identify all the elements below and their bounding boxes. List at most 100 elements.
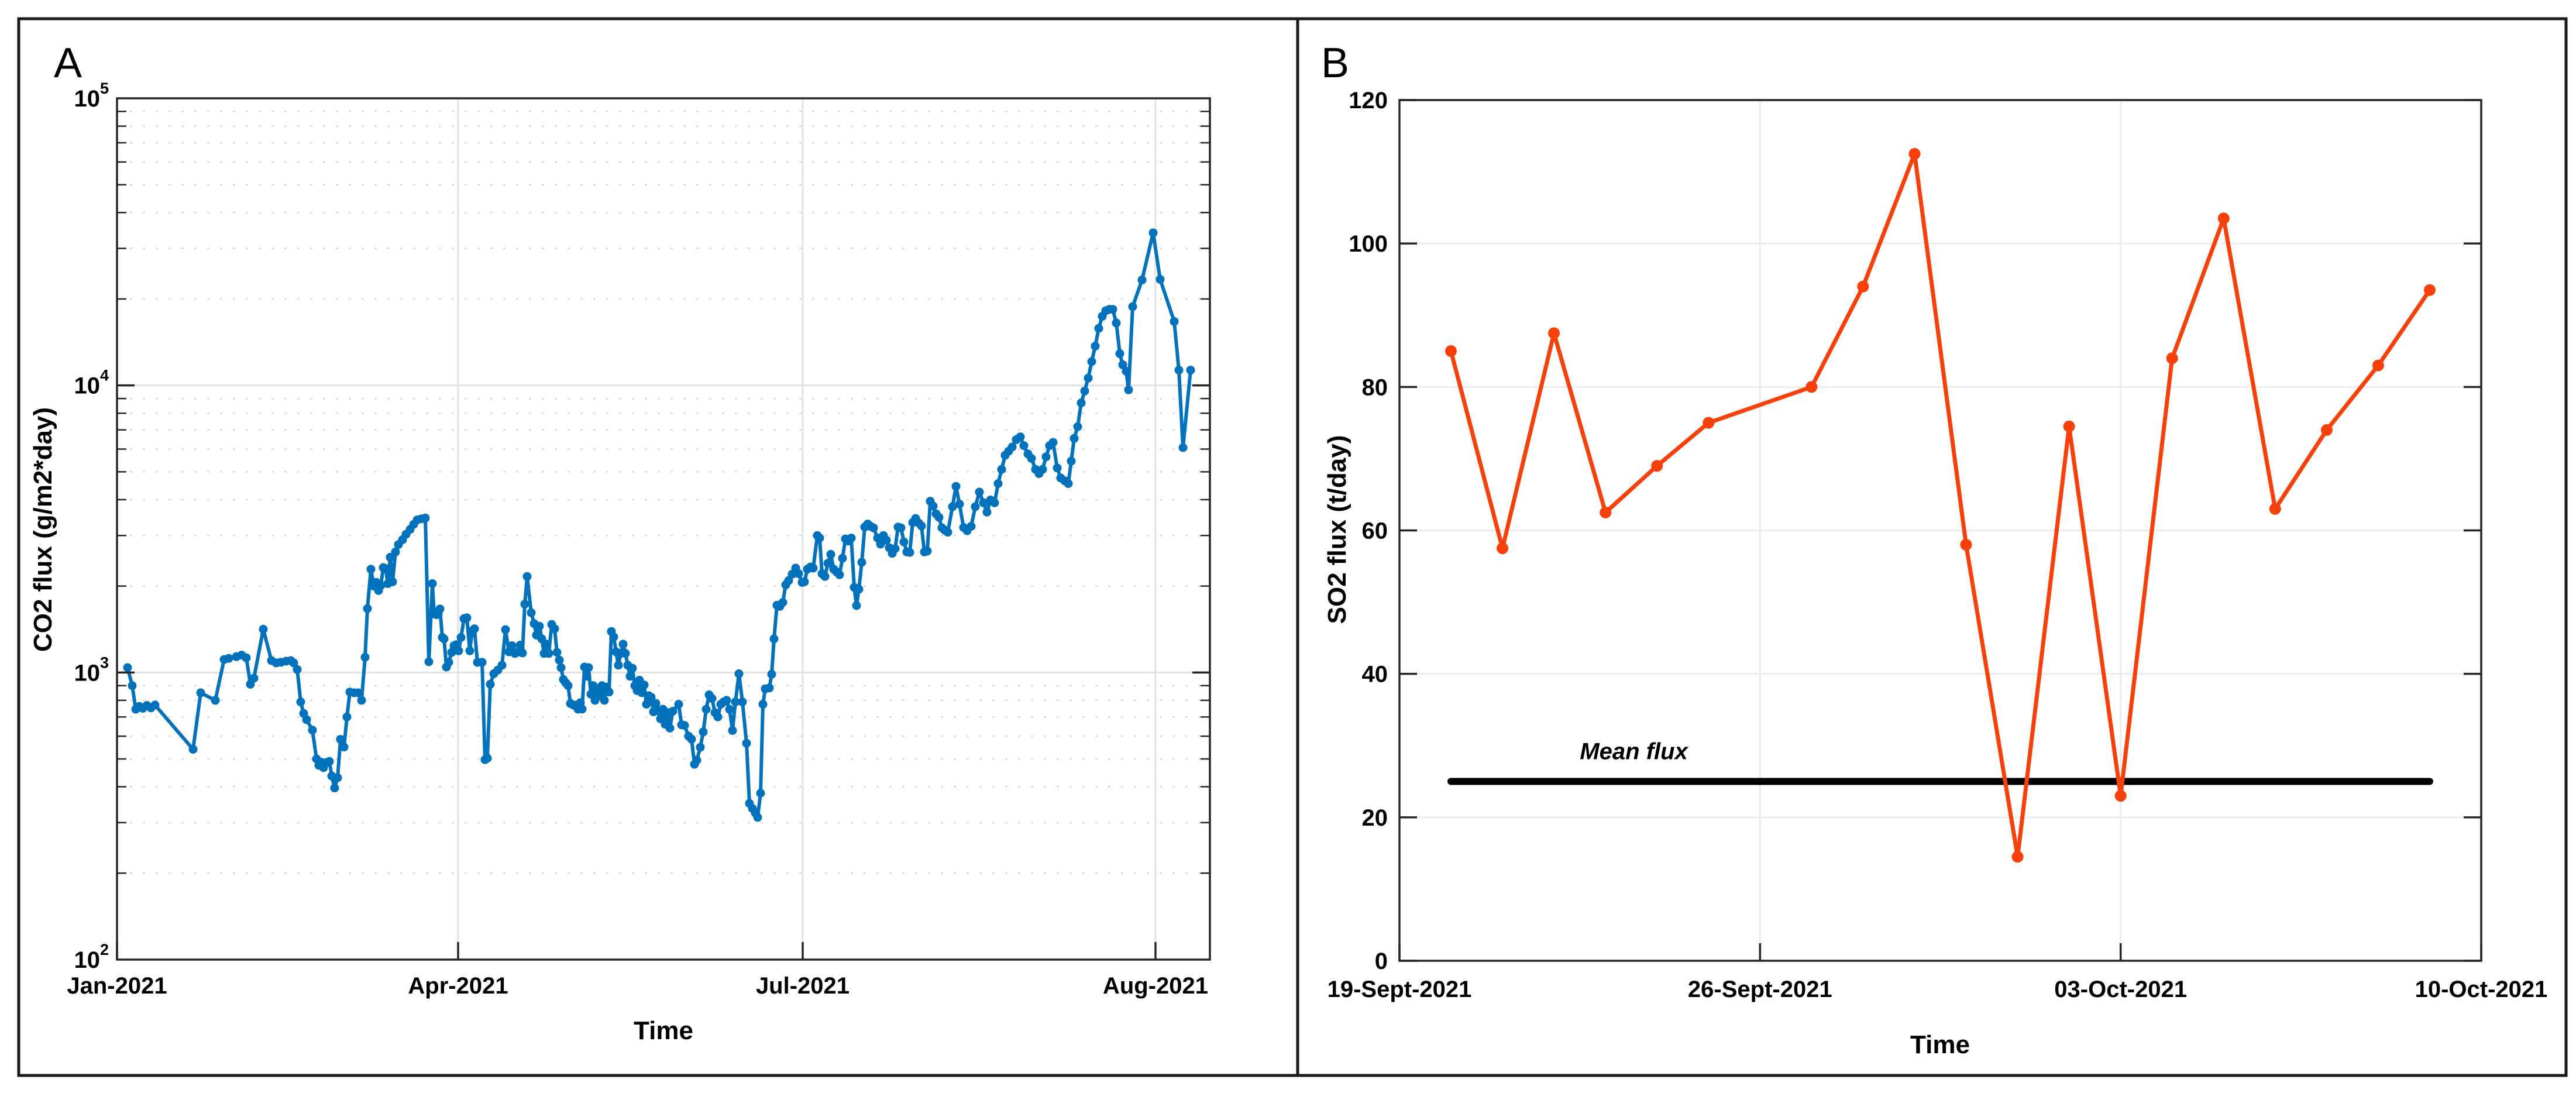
so2-data-point (1703, 417, 1715, 429)
co2-data-point (454, 646, 463, 655)
co2-data-point (707, 694, 717, 703)
co2-data-point (552, 648, 562, 657)
co2-data-point (293, 665, 302, 674)
co2-data-point (1186, 366, 1195, 375)
co2-data-point (342, 712, 352, 721)
co2-data-point (535, 621, 544, 631)
co2-data-point (651, 699, 661, 708)
co2-data-point (982, 507, 992, 517)
co2-data-point (357, 696, 366, 705)
co2-data-point (826, 549, 835, 559)
co2-data-point (923, 546, 932, 556)
y-tick-label: 20 (1362, 805, 1388, 831)
so2-data-point (1908, 147, 1921, 160)
co2-data-point (1137, 275, 1147, 284)
panel-a-tick-labels: Jan-2021 Apr-2021 Jul-2021 Aug-2021 105 104 10… (67, 80, 1208, 999)
co2-data-point (852, 601, 861, 610)
co2-data-point (391, 547, 400, 556)
so2-data-point (2166, 352, 2178, 365)
co2-data-point (778, 598, 787, 607)
co2-data-point (665, 723, 675, 733)
panel-a-xaxis-title: Time (634, 1016, 693, 1045)
co2-data-point (363, 604, 372, 613)
so2-data-point (1960, 539, 1972, 551)
co2-data-point (971, 502, 980, 511)
co2-data-point (838, 554, 847, 563)
co2-data-point (296, 697, 305, 707)
x-tick-label: 10-Oct-2021 (2415, 977, 2548, 1002)
co2-data-point (1064, 479, 1073, 488)
x-tick-label: Jan-2021 (67, 973, 167, 999)
co2-data-point (687, 734, 696, 744)
y-tick-label: 104 (74, 367, 109, 399)
so2-flux-series (1445, 147, 2436, 863)
co2-data-point (993, 479, 1003, 488)
co2-data-point (542, 640, 551, 649)
co2-data-point (1080, 386, 1089, 396)
co2-data-point (465, 646, 474, 655)
so2-data-point (1600, 506, 1612, 518)
co2-data-point (302, 715, 311, 724)
co2-data-point (1178, 443, 1188, 452)
co2-data-point (642, 700, 651, 709)
co2-data-point (604, 688, 614, 697)
co2-data-point (555, 655, 564, 665)
panel-a-letter: A (54, 40, 82, 87)
co2-data-point (713, 712, 723, 721)
co2-data-point (975, 487, 984, 497)
co2-data-point (249, 673, 259, 683)
co2-data-point (809, 563, 818, 573)
co2-data-point (366, 565, 376, 574)
co2-data-point (518, 648, 527, 658)
co2-data-point (734, 669, 744, 678)
co2-data-point (353, 688, 363, 697)
co2-data-point (242, 653, 251, 662)
co2-data-point (722, 696, 731, 705)
co2-data-point (1091, 342, 1100, 351)
co2-data-point (336, 735, 345, 744)
panel-b-xaxis-title: Time (1910, 1030, 1970, 1059)
co2-data-point (967, 522, 976, 531)
co2-data-point (1115, 349, 1124, 358)
co2-data-point (621, 649, 630, 658)
x-tick-label: 26-Sept-2021 (1688, 977, 1832, 1002)
co2-data-point (742, 738, 751, 748)
co2-data-point (1128, 302, 1137, 311)
co2-data-point (289, 658, 298, 668)
co2-data-point (308, 726, 317, 735)
panel-a-frame (116, 97, 1211, 961)
y-tick-label: 105 (74, 80, 109, 112)
so2-data-point (2217, 212, 2230, 225)
co2-data-point (815, 534, 824, 542)
co2-data-point (882, 535, 891, 545)
panel-b-gridlines (1399, 100, 2481, 961)
co2-data-point (639, 680, 649, 690)
panel-b-tick-labels: 0 20 40 60 80 100 120 19-Sept-2021 26-Sept-2021 0… (1327, 88, 2548, 1002)
co2-data-point (1007, 442, 1017, 452)
co2-data-point (674, 700, 683, 709)
so2-data-point (2269, 503, 2281, 515)
co2-data-point (424, 657, 434, 666)
so2-data-point (1497, 542, 1509, 555)
co2-data-point (731, 697, 740, 707)
co2-data-point (692, 755, 701, 765)
panel-a-axes (116, 97, 1211, 961)
co2-data-point (725, 704, 734, 714)
co2-data-point (728, 726, 737, 735)
co2-data-point (520, 600, 529, 609)
co2-data-point (890, 544, 900, 554)
co2-data-point (259, 624, 268, 634)
panel-b: B 0 20 40 60 80 100 120 19-Sept-2021 26-Sept-202… (1321, 40, 2547, 1059)
co2-data-point (1148, 228, 1158, 238)
co2-data-point (943, 528, 952, 537)
so2-data-point (1445, 345, 1457, 357)
co2-data-point (527, 608, 536, 617)
co2-data-point (188, 745, 198, 754)
co2-data-point (224, 654, 233, 663)
co2-data-point (1067, 456, 1076, 466)
co2-data-point (556, 663, 566, 672)
panel-a: A Jan-2021 Apr-2021 Jul-2021 Aug-2021 105 104… (29, 40, 1211, 1045)
co2-data-point (325, 757, 334, 766)
co2-data-point (1108, 305, 1117, 314)
